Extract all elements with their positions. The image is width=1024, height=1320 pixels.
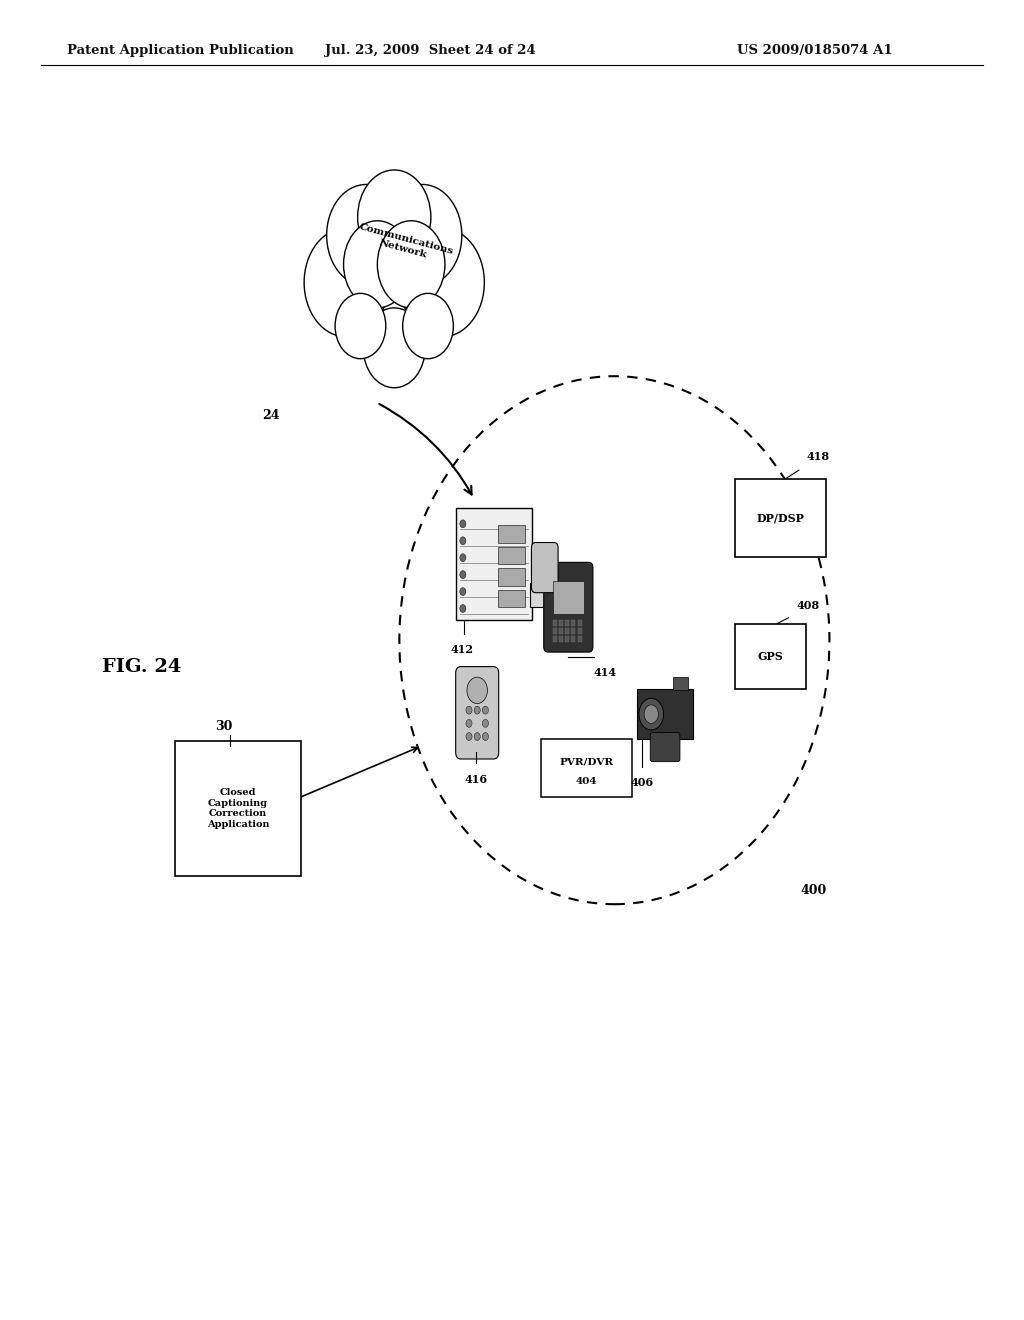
Circle shape [644,705,658,723]
Circle shape [304,228,389,337]
Circle shape [466,733,472,741]
Text: FIG. 24: FIG. 24 [102,657,182,676]
Text: PVR/DVR: PVR/DVR [559,758,613,766]
FancyBboxPatch shape [735,624,806,689]
Circle shape [357,170,431,264]
Bar [498,568,525,586]
Text: Patent Application Publication: Patent Application Publication [67,44,293,57]
Bar [578,620,582,626]
Text: 30: 30 [216,719,232,733]
Circle shape [402,293,454,359]
FancyBboxPatch shape [456,667,499,759]
Text: 406: 406 [631,777,653,788]
Text: 400: 400 [801,884,827,898]
Text: Jul. 23, 2009  Sheet 24 of 24: Jul. 23, 2009 Sheet 24 of 24 [325,44,536,57]
Circle shape [378,220,444,308]
Text: 408: 408 [797,601,819,611]
Bar [571,636,575,642]
Circle shape [460,570,466,578]
Bar [530,583,556,607]
Bar [559,628,563,634]
Circle shape [364,308,425,388]
Text: 414: 414 [594,667,617,677]
Bar [565,628,569,634]
Circle shape [344,220,411,308]
Circle shape [482,719,488,727]
Bar [498,590,525,607]
Circle shape [460,537,466,545]
Circle shape [399,228,484,337]
Circle shape [474,706,480,714]
Text: 418: 418 [807,451,829,462]
Text: 24: 24 [262,409,281,422]
FancyBboxPatch shape [650,733,680,762]
Bar [553,620,557,626]
Circle shape [482,706,488,714]
Bar [673,677,688,690]
FancyBboxPatch shape [544,562,593,652]
Circle shape [327,185,406,286]
Bar [559,636,563,642]
Bar [559,620,563,626]
Circle shape [467,677,487,704]
Text: 412: 412 [451,644,473,655]
Circle shape [466,719,472,727]
Bar [571,620,575,626]
Circle shape [460,605,466,612]
Bar [553,628,557,634]
Circle shape [383,185,462,286]
Circle shape [466,706,472,714]
Circle shape [639,698,664,730]
Text: Communications
Network: Communications Network [355,222,454,267]
Circle shape [338,224,451,370]
Bar [498,546,525,565]
Circle shape [335,293,386,359]
Text: 404: 404 [575,777,597,785]
Text: Closed
Captioning
Correction
Application: Closed Captioning Correction Application [207,788,269,829]
Text: US 2009/0185074 A1: US 2009/0185074 A1 [737,44,893,57]
FancyBboxPatch shape [735,479,826,557]
Bar [565,620,569,626]
FancyBboxPatch shape [531,543,558,593]
Bar [571,628,575,634]
FancyBboxPatch shape [541,739,632,797]
Bar [637,689,693,739]
Bar [578,628,582,634]
Circle shape [460,520,466,528]
Text: GPS: GPS [758,651,783,663]
Text: 416: 416 [465,774,487,784]
Bar [553,581,584,614]
Text: DP/DSP: DP/DSP [757,512,805,524]
FancyBboxPatch shape [175,741,301,876]
Circle shape [482,733,488,741]
Circle shape [474,733,480,741]
Bar [578,636,582,642]
Bar [565,636,569,642]
Circle shape [460,553,466,562]
Bar [553,636,557,642]
Bar [498,525,525,543]
Circle shape [460,587,466,595]
Bar [456,508,532,620]
